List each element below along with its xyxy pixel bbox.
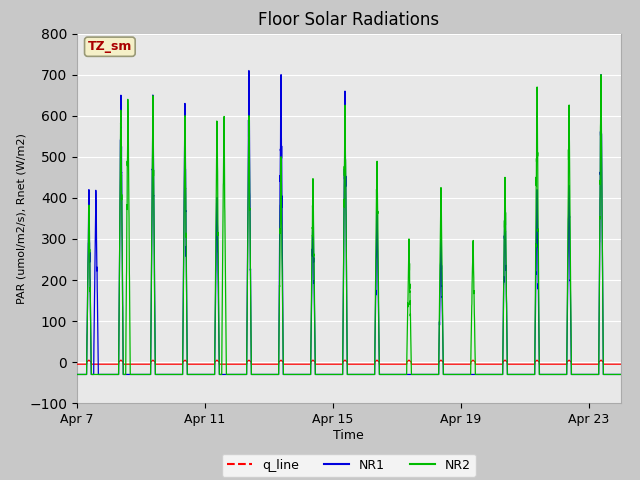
Legend: q_line, NR1, NR2: q_line, NR1, NR2 [222,454,476,477]
Y-axis label: PAR (umol/m2/s), Rnet (W/m2): PAR (umol/m2/s), Rnet (W/m2) [16,133,26,304]
Text: TZ_sm: TZ_sm [88,40,132,53]
Title: Floor Solar Radiations: Floor Solar Radiations [258,11,440,29]
X-axis label: Time: Time [333,429,364,442]
